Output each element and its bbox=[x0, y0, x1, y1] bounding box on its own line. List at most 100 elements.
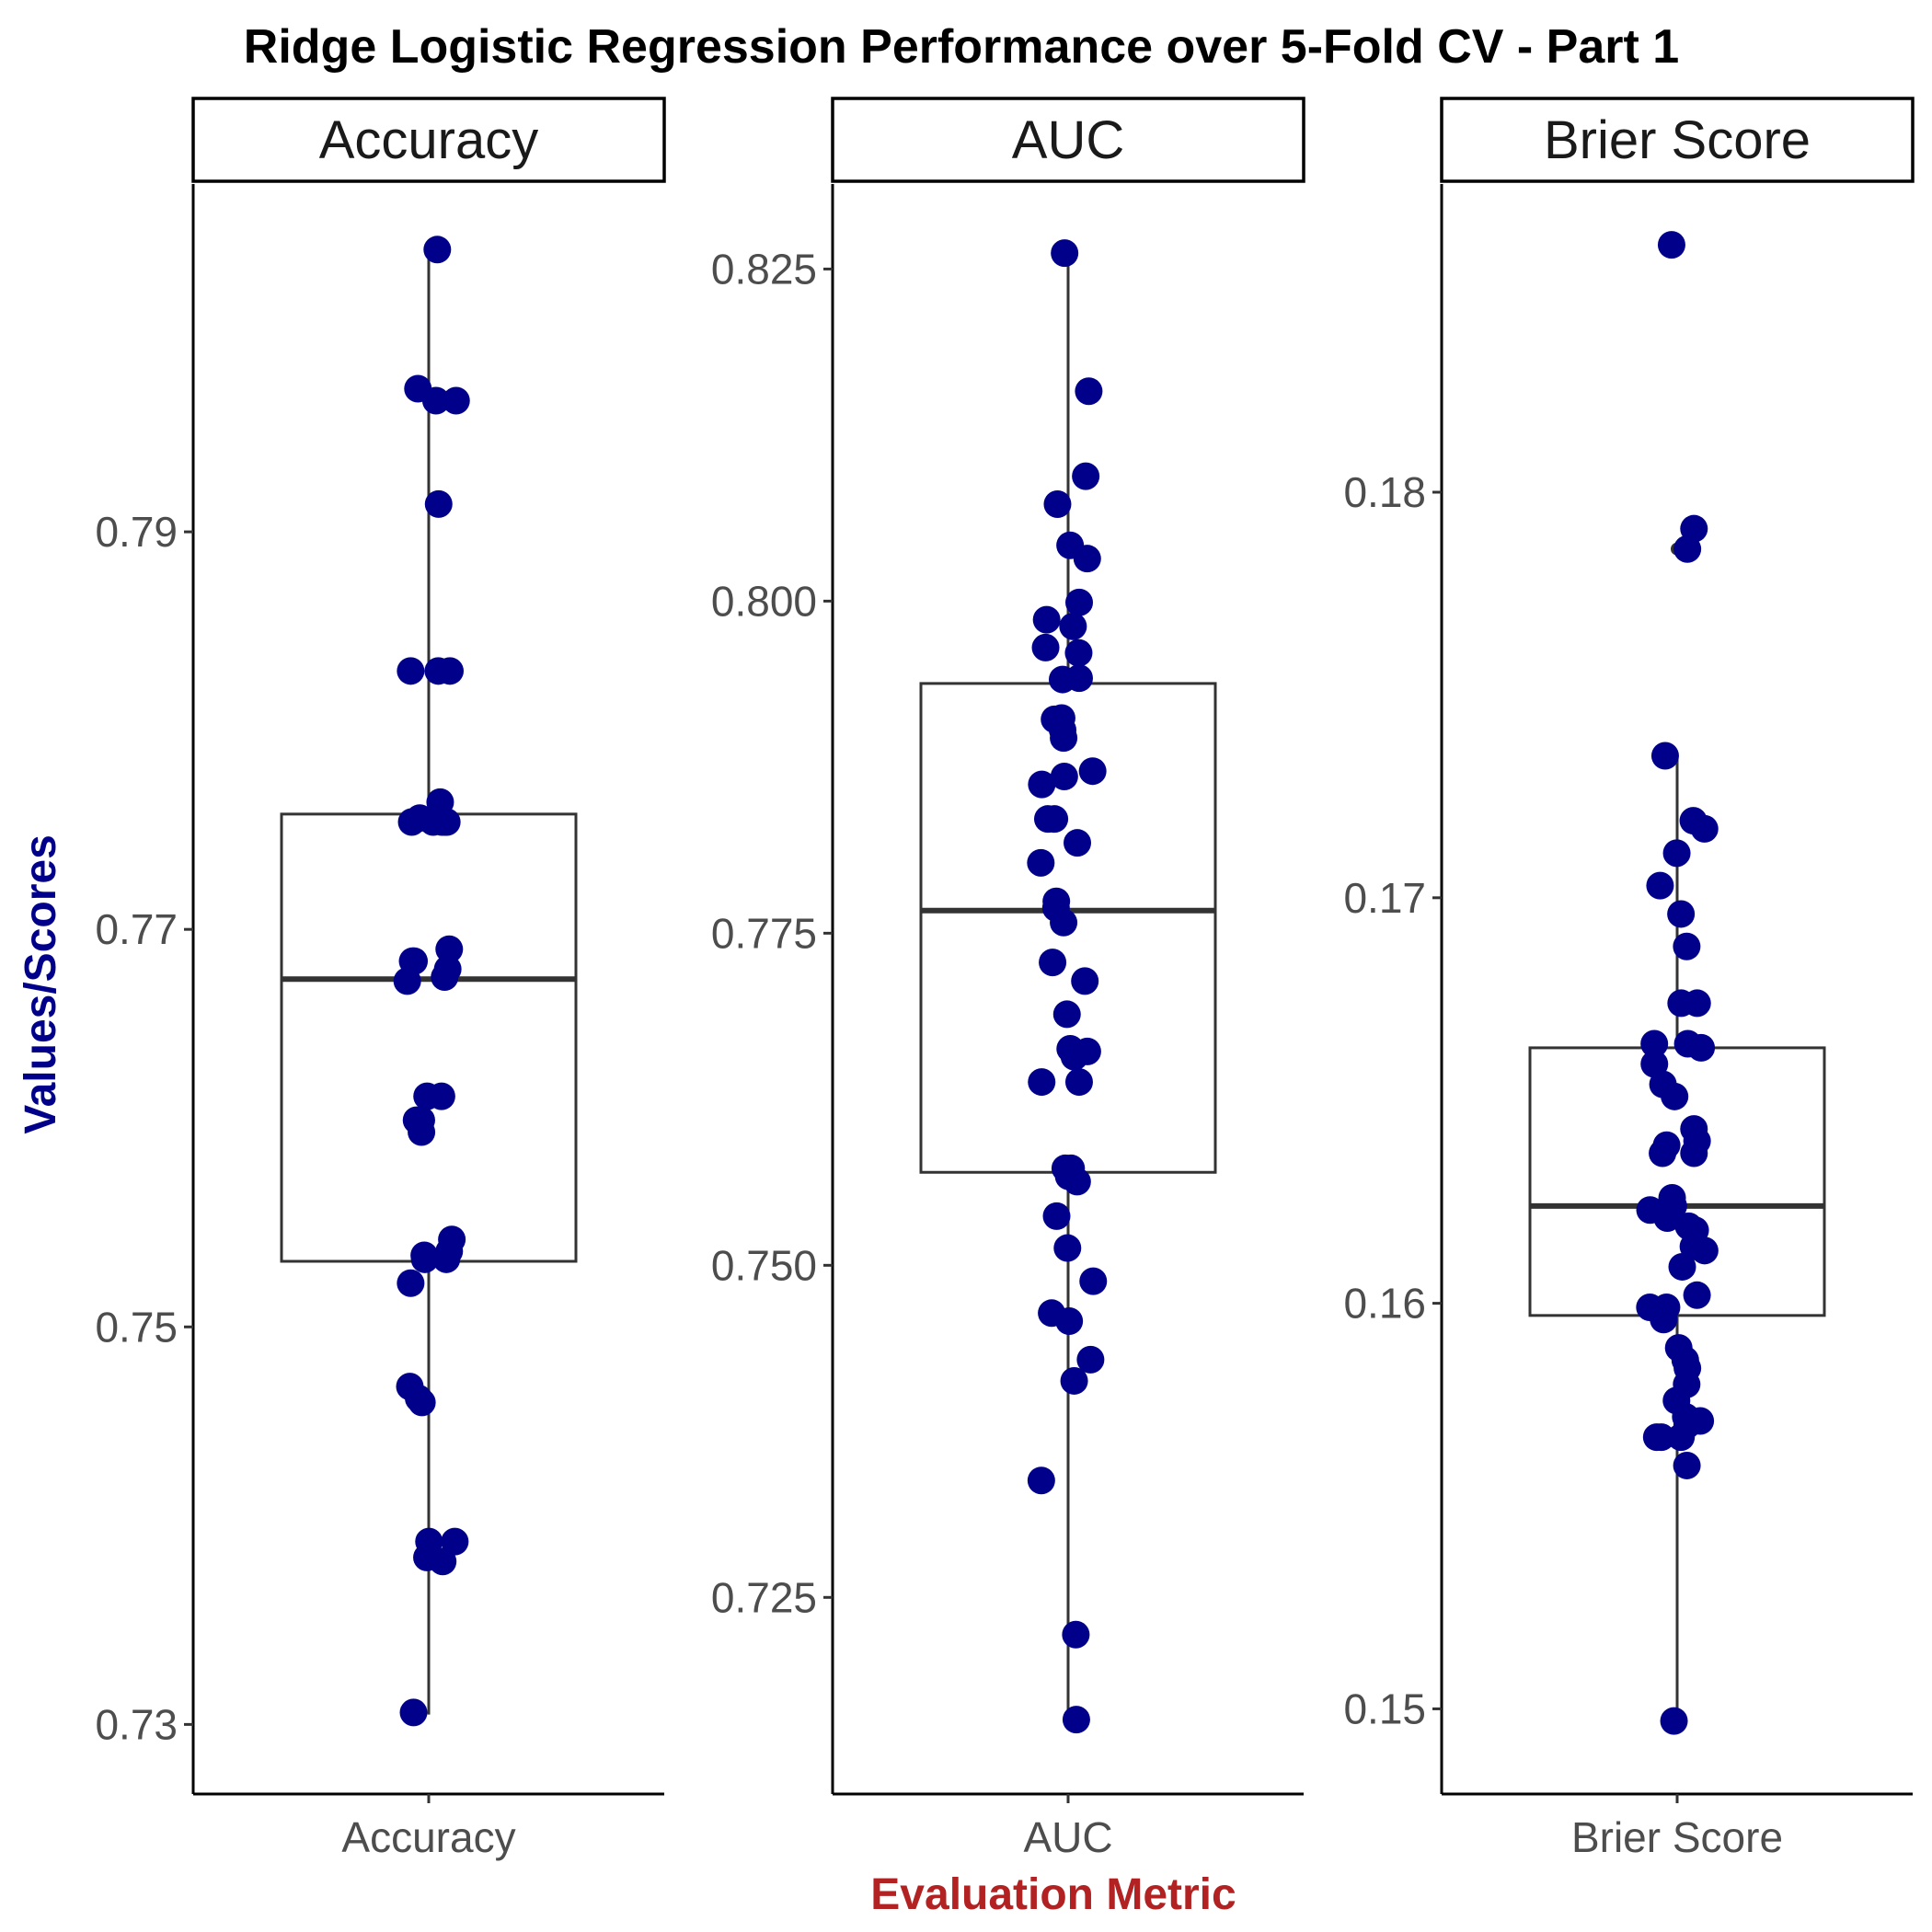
data-point bbox=[1055, 1306, 1084, 1335]
data-point bbox=[1065, 588, 1094, 616]
data-point bbox=[1064, 1068, 1093, 1097]
y-tick-label: 0.75 bbox=[95, 1303, 178, 1351]
x-tick-label: AUC bbox=[1023, 1813, 1112, 1861]
boxplot bbox=[1528, 238, 1826, 1721]
data-points bbox=[1027, 239, 1108, 1734]
facet-strip bbox=[191, 97, 666, 183]
facet-panel-brier-score: Brier Score 0.15 0.16 0.17 0.18 Brier Score bbox=[1343, 97, 1915, 1861]
facet-panels: Accuracy 0.73 0.75 0.77 0.79 Accuracy AUC 0.725… bbox=[95, 97, 1915, 1861]
data-point bbox=[397, 808, 426, 836]
y-tick-label: 0.825 bbox=[711, 245, 817, 293]
data-point bbox=[1064, 829, 1092, 857]
y-tick-label: 0.750 bbox=[711, 1241, 817, 1289]
data-point bbox=[1028, 1068, 1056, 1097]
x-axis-title: Evaluation Metric bbox=[870, 1870, 1236, 1919]
y-tick-label: 0.18 bbox=[1343, 468, 1426, 516]
data-point bbox=[1062, 1706, 1090, 1734]
y-tick-label: 0.79 bbox=[95, 508, 178, 556]
data-point bbox=[1660, 1707, 1688, 1735]
data-point bbox=[441, 1527, 469, 1556]
data-point bbox=[1079, 1267, 1108, 1295]
data-point bbox=[1673, 932, 1701, 960]
data-point bbox=[1673, 535, 1702, 563]
data-point bbox=[1662, 839, 1691, 868]
x-tick-label: Brier Score bbox=[1571, 1813, 1783, 1861]
y-tick-label: 0.725 bbox=[711, 1573, 817, 1621]
data-point bbox=[1650, 1305, 1678, 1334]
data-point bbox=[1027, 848, 1055, 877]
y-tick-label: 0.15 bbox=[1343, 1685, 1426, 1732]
data-points bbox=[1636, 231, 1719, 1735]
data-point bbox=[1028, 770, 1056, 799]
y-tick-label: 0.73 bbox=[95, 1700, 178, 1748]
data-point bbox=[1027, 1466, 1055, 1495]
data-point bbox=[1649, 1139, 1677, 1167]
data-point bbox=[427, 1082, 455, 1110]
data-point bbox=[393, 967, 421, 995]
data-point bbox=[1060, 1042, 1088, 1071]
data-point bbox=[424, 489, 453, 518]
y-tick-label: 0.77 bbox=[95, 905, 178, 953]
data-point bbox=[423, 236, 452, 264]
data-point bbox=[442, 386, 470, 415]
y-axis-title: Values/Scores bbox=[17, 834, 65, 1134]
data-point bbox=[1050, 762, 1078, 790]
boxplot bbox=[280, 249, 578, 1715]
x-tick-label: Accuracy bbox=[341, 1813, 515, 1861]
data-point bbox=[1053, 1234, 1082, 1262]
data-point bbox=[1640, 1029, 1669, 1058]
data-point bbox=[408, 1118, 436, 1146]
facet-strip bbox=[1440, 97, 1915, 183]
data-point bbox=[1059, 612, 1087, 640]
data-point bbox=[1052, 1000, 1081, 1029]
data-point bbox=[408, 1388, 436, 1417]
data-point bbox=[1073, 545, 1101, 573]
data-point bbox=[1690, 1236, 1719, 1265]
data-point bbox=[1064, 638, 1093, 667]
data-point bbox=[1657, 231, 1685, 259]
data-point bbox=[1062, 1620, 1090, 1649]
data-point bbox=[432, 1245, 461, 1273]
y-tick-label: 0.775 bbox=[711, 909, 817, 957]
data-point bbox=[435, 935, 464, 963]
data-point bbox=[1031, 633, 1060, 661]
box-iqr bbox=[280, 812, 578, 1263]
y-tick-label: 0.16 bbox=[1343, 1280, 1426, 1328]
data-point bbox=[1680, 1139, 1708, 1167]
facet-strip-label: Accuracy bbox=[319, 110, 539, 170]
data-point bbox=[1042, 1202, 1071, 1230]
y-tick-label: 0.17 bbox=[1343, 874, 1426, 922]
data-point bbox=[410, 1245, 439, 1273]
boxplot bbox=[919, 253, 1217, 1720]
data-point bbox=[421, 386, 450, 415]
data-point bbox=[1060, 1366, 1088, 1395]
data-point bbox=[1039, 949, 1067, 977]
data-point bbox=[399, 1698, 428, 1727]
data-point bbox=[1673, 1451, 1701, 1479]
data-point bbox=[1661, 1082, 1689, 1110]
data-point bbox=[1032, 605, 1061, 634]
data-point bbox=[1690, 814, 1719, 843]
data-point bbox=[435, 657, 464, 685]
data-point bbox=[1075, 377, 1103, 406]
data-point bbox=[1051, 239, 1079, 268]
data-point bbox=[1063, 1167, 1091, 1196]
data-point bbox=[433, 955, 462, 983]
data-point bbox=[1683, 1281, 1711, 1309]
facet-panel-auc: AUC 0.725 0.750 0.775 0.800 0.825 AUC bbox=[711, 97, 1305, 1861]
data-points bbox=[393, 236, 470, 1727]
y-tick-label: 0.800 bbox=[711, 577, 817, 625]
data-point bbox=[1076, 1345, 1105, 1374]
data-point bbox=[419, 808, 447, 836]
data-point bbox=[1043, 489, 1072, 518]
chart-title: Ridge Logistic Regression Performance ov… bbox=[244, 20, 1679, 74]
data-point bbox=[397, 1269, 425, 1297]
data-point bbox=[1667, 989, 1696, 1018]
data-point bbox=[1668, 1252, 1696, 1281]
data-point bbox=[1064, 664, 1093, 693]
data-point bbox=[1050, 724, 1078, 753]
data-point bbox=[1687, 1033, 1716, 1062]
facet-strip-label: AUC bbox=[1012, 110, 1124, 170]
data-point bbox=[1050, 908, 1078, 937]
